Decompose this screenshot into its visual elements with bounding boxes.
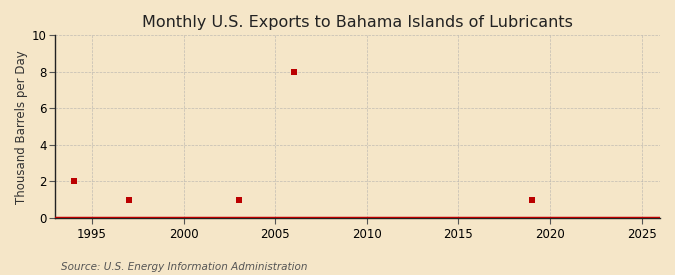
Y-axis label: Thousand Barrels per Day: Thousand Barrels per Day xyxy=(15,50,28,204)
Point xyxy=(288,70,299,74)
Point xyxy=(526,197,537,202)
Point xyxy=(124,197,134,202)
Text: Source: U.S. Energy Information Administration: Source: U.S. Energy Information Administ… xyxy=(61,262,307,272)
Point xyxy=(233,197,244,202)
Title: Monthly U.S. Exports to Bahama Islands of Lubricants: Monthly U.S. Exports to Bahama Islands o… xyxy=(142,15,573,30)
Point xyxy=(68,179,79,184)
